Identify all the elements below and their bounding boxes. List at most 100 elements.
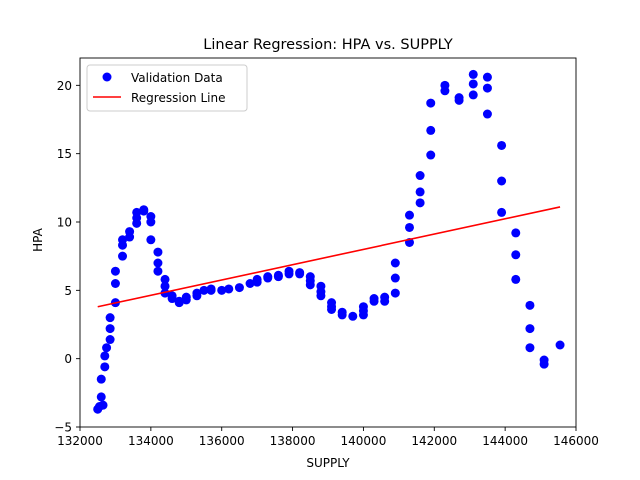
data-point [153,258,163,268]
x-tick-label: 132000 [57,434,103,448]
data-point [390,288,400,298]
data-point [110,279,120,288]
data-point [369,294,379,304]
y-tick-label: 15 [57,147,72,161]
legend: Validation Data Regression Line [86,64,248,112]
data-point [440,80,450,90]
data-point [160,274,170,284]
legend-label: Regression Line [131,91,225,105]
data-point [105,313,115,323]
data-point [263,272,273,282]
data-point [426,125,436,135]
data-point [468,79,478,89]
data-point [482,83,492,93]
y-tick-label: 5 [64,284,72,298]
data-point [139,205,149,215]
data-point [525,343,535,353]
data-point [454,93,464,103]
data-point [245,279,255,288]
data-point [132,207,142,217]
data-point [295,269,305,279]
data-point [525,324,535,334]
data-point [511,274,521,284]
data-point [539,359,549,369]
data-point [316,291,326,301]
data-point [206,285,216,295]
data-point [102,343,112,353]
legend-box [86,64,248,112]
data-point [305,280,315,290]
data-point [482,109,492,119]
plot-area [93,69,565,414]
y-tick-label: 20 [57,79,72,93]
y-axis-label: HPA [31,227,45,251]
x-tick-label: 144000 [482,434,528,448]
data-point [160,281,170,291]
data-point [525,300,535,310]
data-point [284,266,294,276]
data-point [98,400,108,410]
data-point [468,90,478,100]
x-tick-label: 136000 [199,434,245,448]
data-point [468,69,478,79]
regression-line [97,206,561,308]
data-point [348,311,358,321]
data-point [105,335,115,345]
data-point [167,294,177,304]
data-point [224,284,234,294]
y-tick-label: −5 [54,421,72,435]
data-point [192,288,202,298]
data-point [105,324,115,334]
data-point [174,296,184,306]
data-point [358,302,368,312]
data-point [125,227,135,237]
data-point [273,272,283,282]
data-point [555,340,565,350]
data-point [252,274,262,284]
data-point [426,98,436,108]
data-point [497,176,507,186]
data-point [511,228,521,238]
data-point [404,222,414,232]
data-point [426,150,436,160]
x-tick-label: 140000 [341,434,387,448]
data-point [160,288,170,298]
axes-frame [79,57,577,428]
axes: 132000 134000 136000 138000 140000 142000 1440… [54,57,599,448]
data-point [110,266,120,276]
data-point [511,250,521,260]
x-tick-label: 142000 [411,434,457,448]
x-axis-label: SUPPLY [306,456,350,470]
data-point [100,362,110,372]
data-point [118,251,128,261]
data-point [415,171,425,181]
y-tick-label: 10 [57,216,72,230]
data-point [199,285,209,295]
data-point [415,187,425,197]
data-point [217,285,227,295]
x-tick-label: 146000 [553,434,599,448]
data-point [146,235,156,245]
data-point [482,72,492,82]
data-point [118,235,128,245]
data-point [497,207,507,217]
data-point [153,266,163,276]
data-point [153,247,163,257]
data-point [146,217,156,227]
chart-title: Linear Regression: HPA vs. SUPPLY [203,37,453,53]
y-tick-label: 0 [64,352,72,366]
legend-label: Validation Data [131,71,223,85]
data-point [380,292,390,302]
data-point [404,210,414,220]
data-point [415,198,425,208]
data-point [390,273,400,283]
x-tick-label: 138000 [270,434,316,448]
data-point [100,351,110,361]
data-point [327,304,337,314]
data-point [497,140,507,150]
x-tick-label: 134000 [128,434,174,448]
data-point [234,283,244,293]
data-point [96,392,106,402]
data-point [390,258,400,268]
